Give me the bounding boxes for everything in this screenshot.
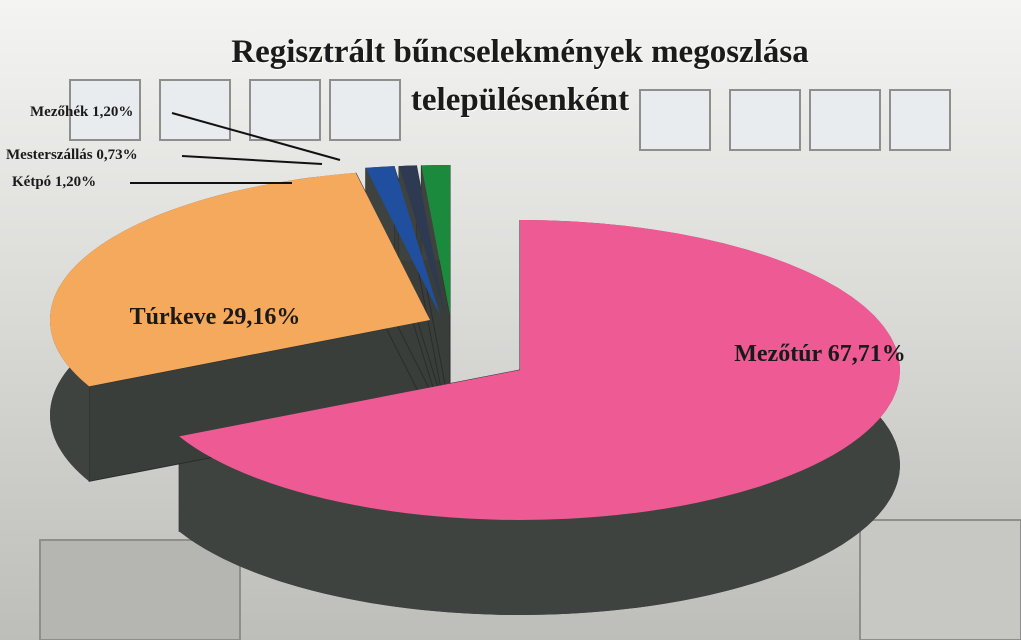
slice-name: Mezőtúr xyxy=(734,341,822,367)
slice-name: Mezőhék xyxy=(30,104,89,120)
page: Mezőtúr 67,71%Túrkeve 29,16%Kétpó 1,20%M… xyxy=(0,0,1021,640)
slice-value: 29,16% xyxy=(222,304,300,330)
slice-name: Mesterszállás xyxy=(6,147,93,163)
chart-title: Regisztrált bűncselekmények megoszlása t… xyxy=(170,28,870,124)
slice-label: Mezőtúr 67,71% xyxy=(734,341,906,367)
slice-name: Kétpó xyxy=(12,174,51,190)
slice-value: 67,71% xyxy=(828,341,906,367)
slice-value: 1,20% xyxy=(55,174,96,190)
slice-label: Mesterszállás 0,73% xyxy=(6,147,138,163)
slice-label: Kétpó 1,20% xyxy=(12,174,96,190)
slice-label: Túrkeve 29,16% xyxy=(130,304,301,330)
slice-name: Túrkeve xyxy=(130,304,217,330)
slice-label: Mezőhék 1,20% xyxy=(30,104,133,120)
slice-value: 0,73% xyxy=(96,147,137,163)
slice-value: 1,20% xyxy=(92,104,133,120)
